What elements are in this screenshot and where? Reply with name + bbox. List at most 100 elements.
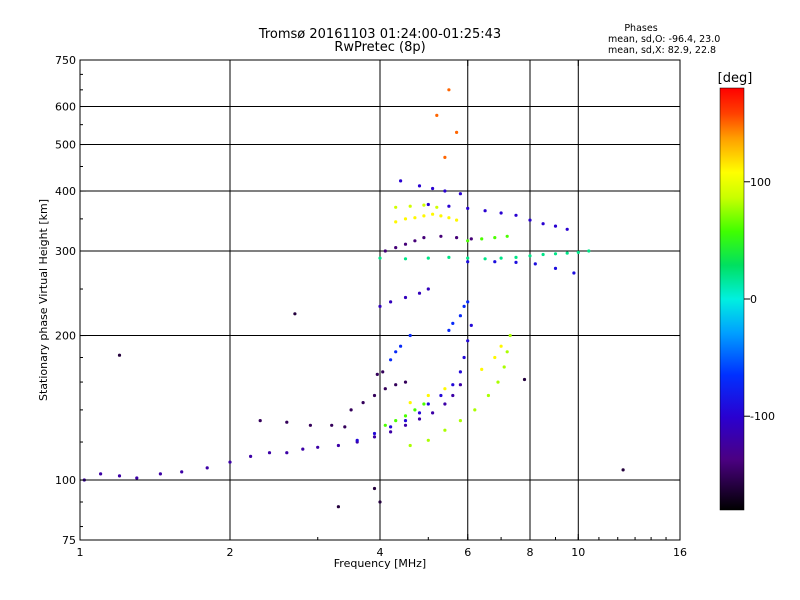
data-point: [480, 367, 484, 371]
data-point: [505, 234, 509, 238]
data-point: [180, 470, 184, 474]
data-point: [383, 249, 387, 253]
y-axis-label: Stationary phase Virtual Height [km]: [37, 199, 50, 401]
data-point: [458, 192, 462, 196]
data-point: [439, 214, 443, 218]
data-point: [466, 260, 470, 264]
x-tick-label: 1: [77, 546, 84, 559]
data-point: [439, 393, 443, 398]
data-point: [336, 505, 340, 509]
colorbar: [719, 87, 745, 511]
data-point: [394, 246, 398, 250]
data-point: [443, 387, 447, 391]
data-point: [413, 408, 417, 412]
data-point: [426, 202, 430, 207]
data-point: [522, 377, 527, 382]
data-point: [486, 393, 490, 398]
data-point: [403, 423, 408, 427]
data-point: [394, 220, 398, 224]
data-point: [343, 425, 347, 429]
data-point: [258, 419, 262, 423]
data-point: [499, 256, 503, 260]
data-point: [451, 393, 455, 398]
data-point: [316, 445, 320, 449]
data-point: [378, 500, 382, 504]
data-point: [473, 408, 477, 412]
data-point: [505, 350, 509, 354]
data-point: [99, 472, 103, 476]
data-point: [447, 328, 451, 332]
chart-subtitle: RwPretec (8p): [334, 40, 425, 55]
data-point: [349, 408, 353, 412]
data-point: [403, 242, 408, 246]
data-point: [493, 355, 497, 360]
data-point: [528, 218, 532, 222]
data-point: [455, 236, 459, 240]
data-point: [403, 257, 408, 261]
data-point: [249, 454, 253, 458]
data-point: [293, 312, 297, 316]
data-point: [572, 271, 576, 275]
data-point: [469, 323, 473, 327]
data-point: [462, 355, 466, 360]
data-point: [466, 339, 470, 343]
data-point: [408, 401, 412, 405]
data-point: [431, 186, 435, 191]
data-point: [361, 401, 365, 405]
colorbar-ticks: 100 0 -100: [744, 176, 775, 423]
colorbar-tick-label: 100: [750, 176, 771, 189]
data-point: [426, 393, 430, 398]
phase-stats-x: mean, sd,X: 82.9, 22.8: [608, 45, 716, 56]
data-point: [301, 447, 305, 451]
data-point: [372, 431, 377, 436]
data-point: [372, 393, 377, 398]
data-point: [528, 254, 532, 258]
data-point: [372, 435, 377, 439]
y-tick-label: 500: [55, 139, 76, 152]
x-tick-label: 6: [464, 546, 471, 559]
x-axis-label: Frequency [MHz]: [334, 557, 426, 570]
data-point: [458, 314, 462, 318]
y-tick-label: 100: [55, 474, 76, 487]
data-point: [355, 438, 359, 442]
phases-header: Phases: [624, 23, 657, 34]
data-point: [533, 262, 537, 266]
data-point: [466, 206, 470, 210]
data-point: [621, 468, 625, 472]
data-point: [447, 255, 451, 259]
data-point: [447, 204, 451, 208]
data-point: [469, 237, 473, 241]
data-point: [553, 224, 558, 228]
data-point: [399, 344, 403, 348]
data-point: [451, 321, 455, 325]
data-point: [378, 304, 382, 308]
y-tick-label: 200: [55, 330, 76, 343]
data-point: [403, 419, 408, 423]
data-point: [378, 256, 382, 260]
data-point: [439, 234, 443, 238]
data-point: [502, 365, 506, 369]
data-point: [565, 227, 569, 231]
data-point: [413, 239, 417, 243]
data-point: [587, 249, 591, 253]
data-point: [514, 255, 518, 259]
grid-lines: [80, 60, 680, 540]
data-point: [267, 451, 272, 455]
data-point: [408, 333, 412, 338]
data-point: [394, 205, 398, 209]
colorbar-label: [deg]: [718, 71, 753, 86]
data-point: [553, 252, 558, 256]
data-point: [422, 214, 426, 218]
axis-ticks: 1 2 4 6 8 10 16 75 100 200 300 400 500 600 750: [55, 54, 687, 559]
data-point: [381, 370, 385, 374]
data-point: [443, 155, 447, 159]
data-point: [394, 350, 398, 354]
data-point: [458, 370, 462, 374]
data-point: [496, 380, 500, 384]
data-point: [375, 372, 379, 376]
data-point: [514, 260, 518, 264]
data-point: [443, 428, 447, 432]
data-point: [541, 222, 545, 226]
data-point: [447, 88, 451, 92]
data-point: [372, 486, 377, 491]
